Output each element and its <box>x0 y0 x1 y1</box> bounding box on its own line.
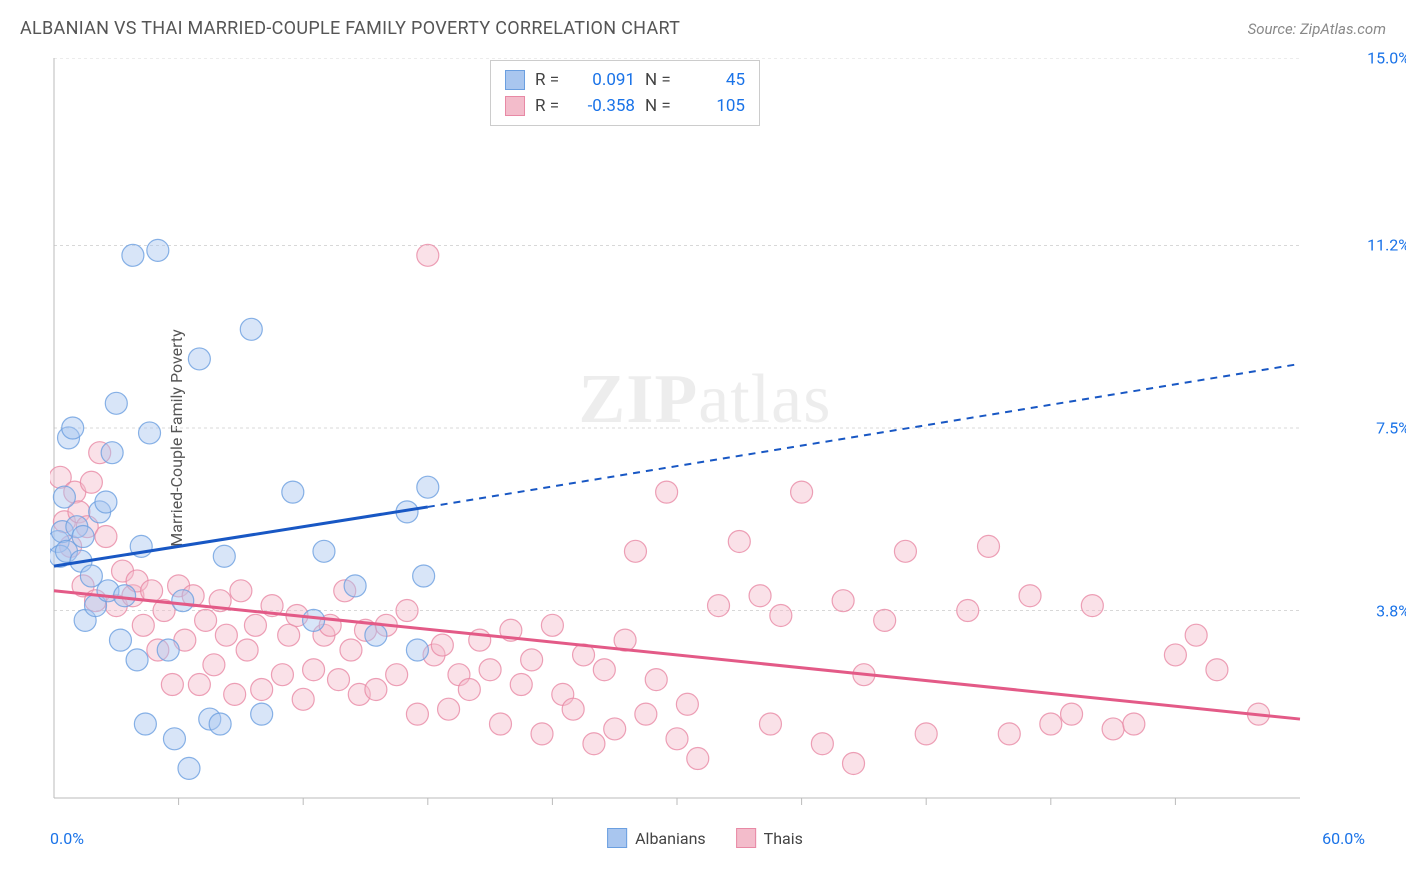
scatter-chart <box>50 58 1360 818</box>
legend-swatch <box>607 828 627 848</box>
stats-row: R = -0.358 N = 105 <box>505 93 745 119</box>
n-value: 45 <box>685 70 745 90</box>
legend-item: Albanians <box>607 828 706 848</box>
r-label: R = <box>535 70 565 90</box>
legend-swatch <box>505 70 525 90</box>
r-value: -0.358 <box>575 96 635 116</box>
n-label: N = <box>645 96 675 116</box>
legend-swatch <box>505 96 525 116</box>
r-label: R = <box>535 96 565 116</box>
source-attribution: Source: ZipAtlas.com <box>1248 20 1386 38</box>
n-value: 105 <box>685 96 745 116</box>
legend-item: Thais <box>736 828 803 848</box>
x-max-label: 60.0% <box>1322 829 1365 848</box>
y-tick-label: 15.0% <box>1367 49 1406 68</box>
n-label: N = <box>645 70 675 90</box>
x-min-label: 0.0% <box>50 829 84 848</box>
legend-label: Thais <box>764 829 803 848</box>
header: ALBANIAN VS THAI MARRIED-COUPLE FAMILY P… <box>0 0 1406 49</box>
legend-swatch <box>736 828 756 848</box>
stats-legend-box: R = 0.091 N = 45 R = -0.358 N = 105 <box>490 60 760 126</box>
y-tick-label: 11.2% <box>1367 236 1406 255</box>
legend-label: Albanians <box>635 829 706 848</box>
stats-row: R = 0.091 N = 45 <box>505 67 745 93</box>
plot-area: Married-Couple Family Poverty ZIPatlas R… <box>50 58 1360 818</box>
y-tick-label: 7.5% <box>1376 419 1406 438</box>
y-tick-label: 3.8% <box>1376 601 1406 620</box>
chart-title: ALBANIAN VS THAI MARRIED-COUPLE FAMILY P… <box>20 18 680 39</box>
bottom-legend: Albanians Thais <box>607 828 803 848</box>
r-value: 0.091 <box>575 70 635 90</box>
